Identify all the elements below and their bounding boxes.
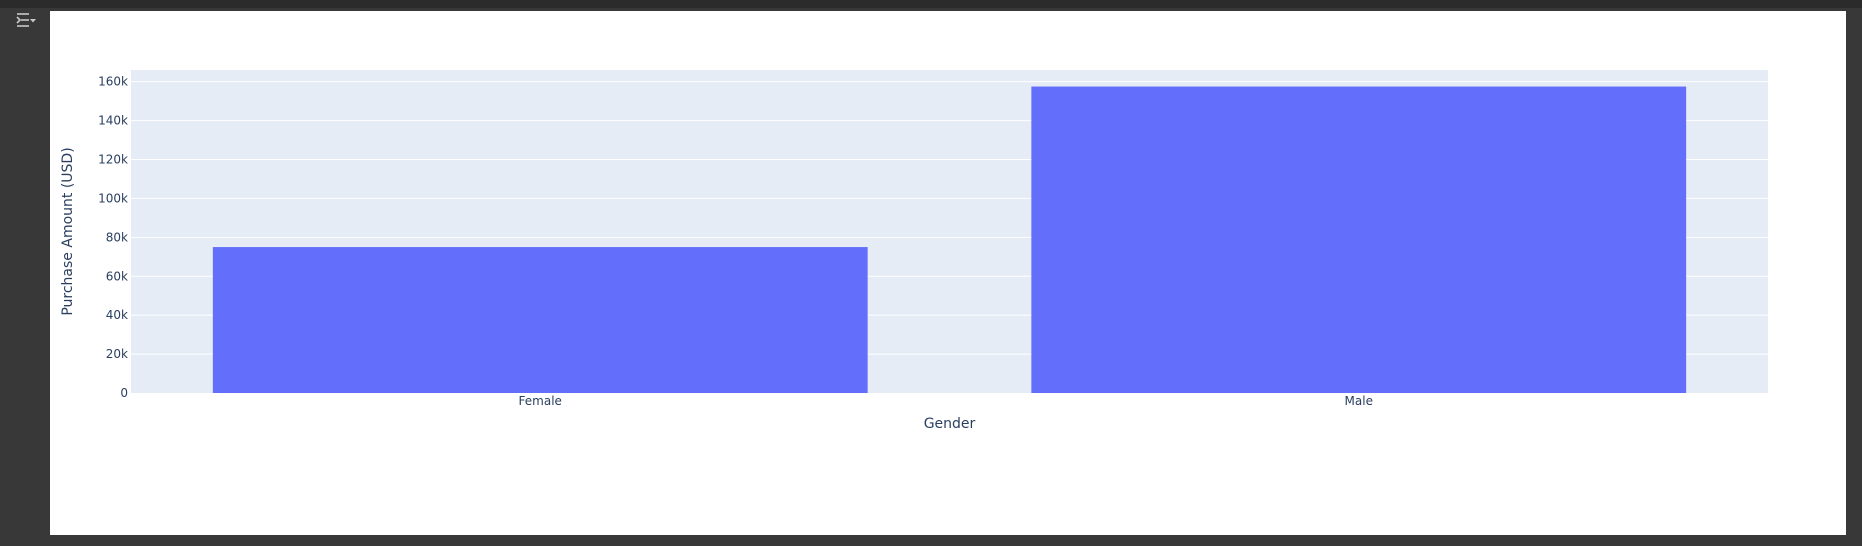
y-tick-label: 80k bbox=[106, 230, 128, 244]
bar-female[interactable] bbox=[212, 247, 868, 393]
x-tick-label: Male bbox=[1345, 394, 1373, 408]
output-collapse-icon bbox=[16, 13, 36, 27]
y-tick-label: 100k bbox=[98, 191, 128, 205]
y-tick-label: 40k bbox=[106, 308, 128, 322]
y-axis-ticks: 0 20k 40k 60k 80k 100k 120k 140k 160k bbox=[98, 75, 128, 400]
right-gutter bbox=[1846, 8, 1862, 546]
x-axis-ticks: Female Male bbox=[519, 394, 1373, 408]
y-axis-title: Purchase Amount (USD) bbox=[60, 147, 76, 315]
output-collapse-button[interactable] bbox=[14, 9, 38, 31]
y-tick-label: 60k bbox=[106, 269, 128, 283]
bar-male[interactable] bbox=[1031, 86, 1687, 393]
top-strip bbox=[0, 0, 1862, 8]
bars bbox=[212, 86, 1687, 393]
cell-gutter bbox=[0, 8, 50, 546]
y-tick-label: 20k bbox=[106, 347, 128, 361]
x-tick-label: Female bbox=[519, 394, 562, 408]
bar-chart: 0 20k 40k 60k 80k 100k 120k 140k 160k Female Male… bbox=[60, 70, 1768, 432]
output-area: 0 20k 40k 60k 80k 100k 120k 140k 160k Female Male… bbox=[50, 11, 1846, 535]
y-tick-label: 0 bbox=[120, 386, 128, 400]
y-tick-label: 160k bbox=[98, 75, 128, 89]
y-tick-label: 120k bbox=[98, 153, 128, 167]
y-tick-label: 140k bbox=[98, 114, 128, 128]
x-axis-title: Gender bbox=[924, 416, 976, 432]
